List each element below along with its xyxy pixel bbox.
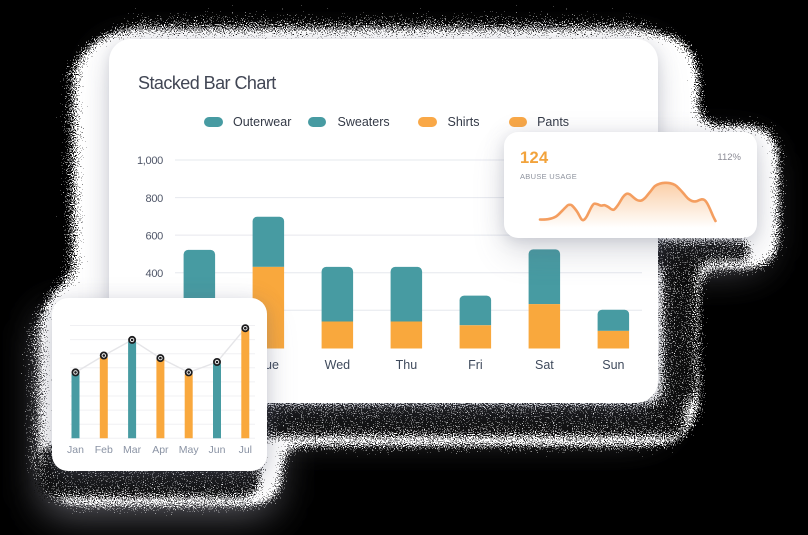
svg-text:Feb: Feb bbox=[95, 444, 113, 456]
svg-text:Apr: Apr bbox=[152, 444, 169, 456]
svg-text:400: 400 bbox=[146, 268, 164, 280]
svg-text:Jan: Jan bbox=[67, 444, 84, 456]
svg-text:1,000: 1,000 bbox=[137, 155, 163, 167]
svg-text:Jun: Jun bbox=[209, 444, 226, 456]
svg-text:800: 800 bbox=[146, 193, 164, 205]
svg-text:Sat: Sat bbox=[535, 358, 554, 372]
svg-text:Jul: Jul bbox=[239, 444, 252, 456]
svg-text:Mar: Mar bbox=[123, 444, 142, 456]
svg-text:Fri: Fri bbox=[468, 358, 483, 372]
svg-text:600: 600 bbox=[146, 230, 164, 242]
svg-text:Sun: Sun bbox=[602, 358, 624, 372]
svg-text:Wed: Wed bbox=[325, 358, 351, 372]
svg-text:May: May bbox=[179, 444, 200, 456]
svg-text:Thu: Thu bbox=[396, 358, 418, 372]
